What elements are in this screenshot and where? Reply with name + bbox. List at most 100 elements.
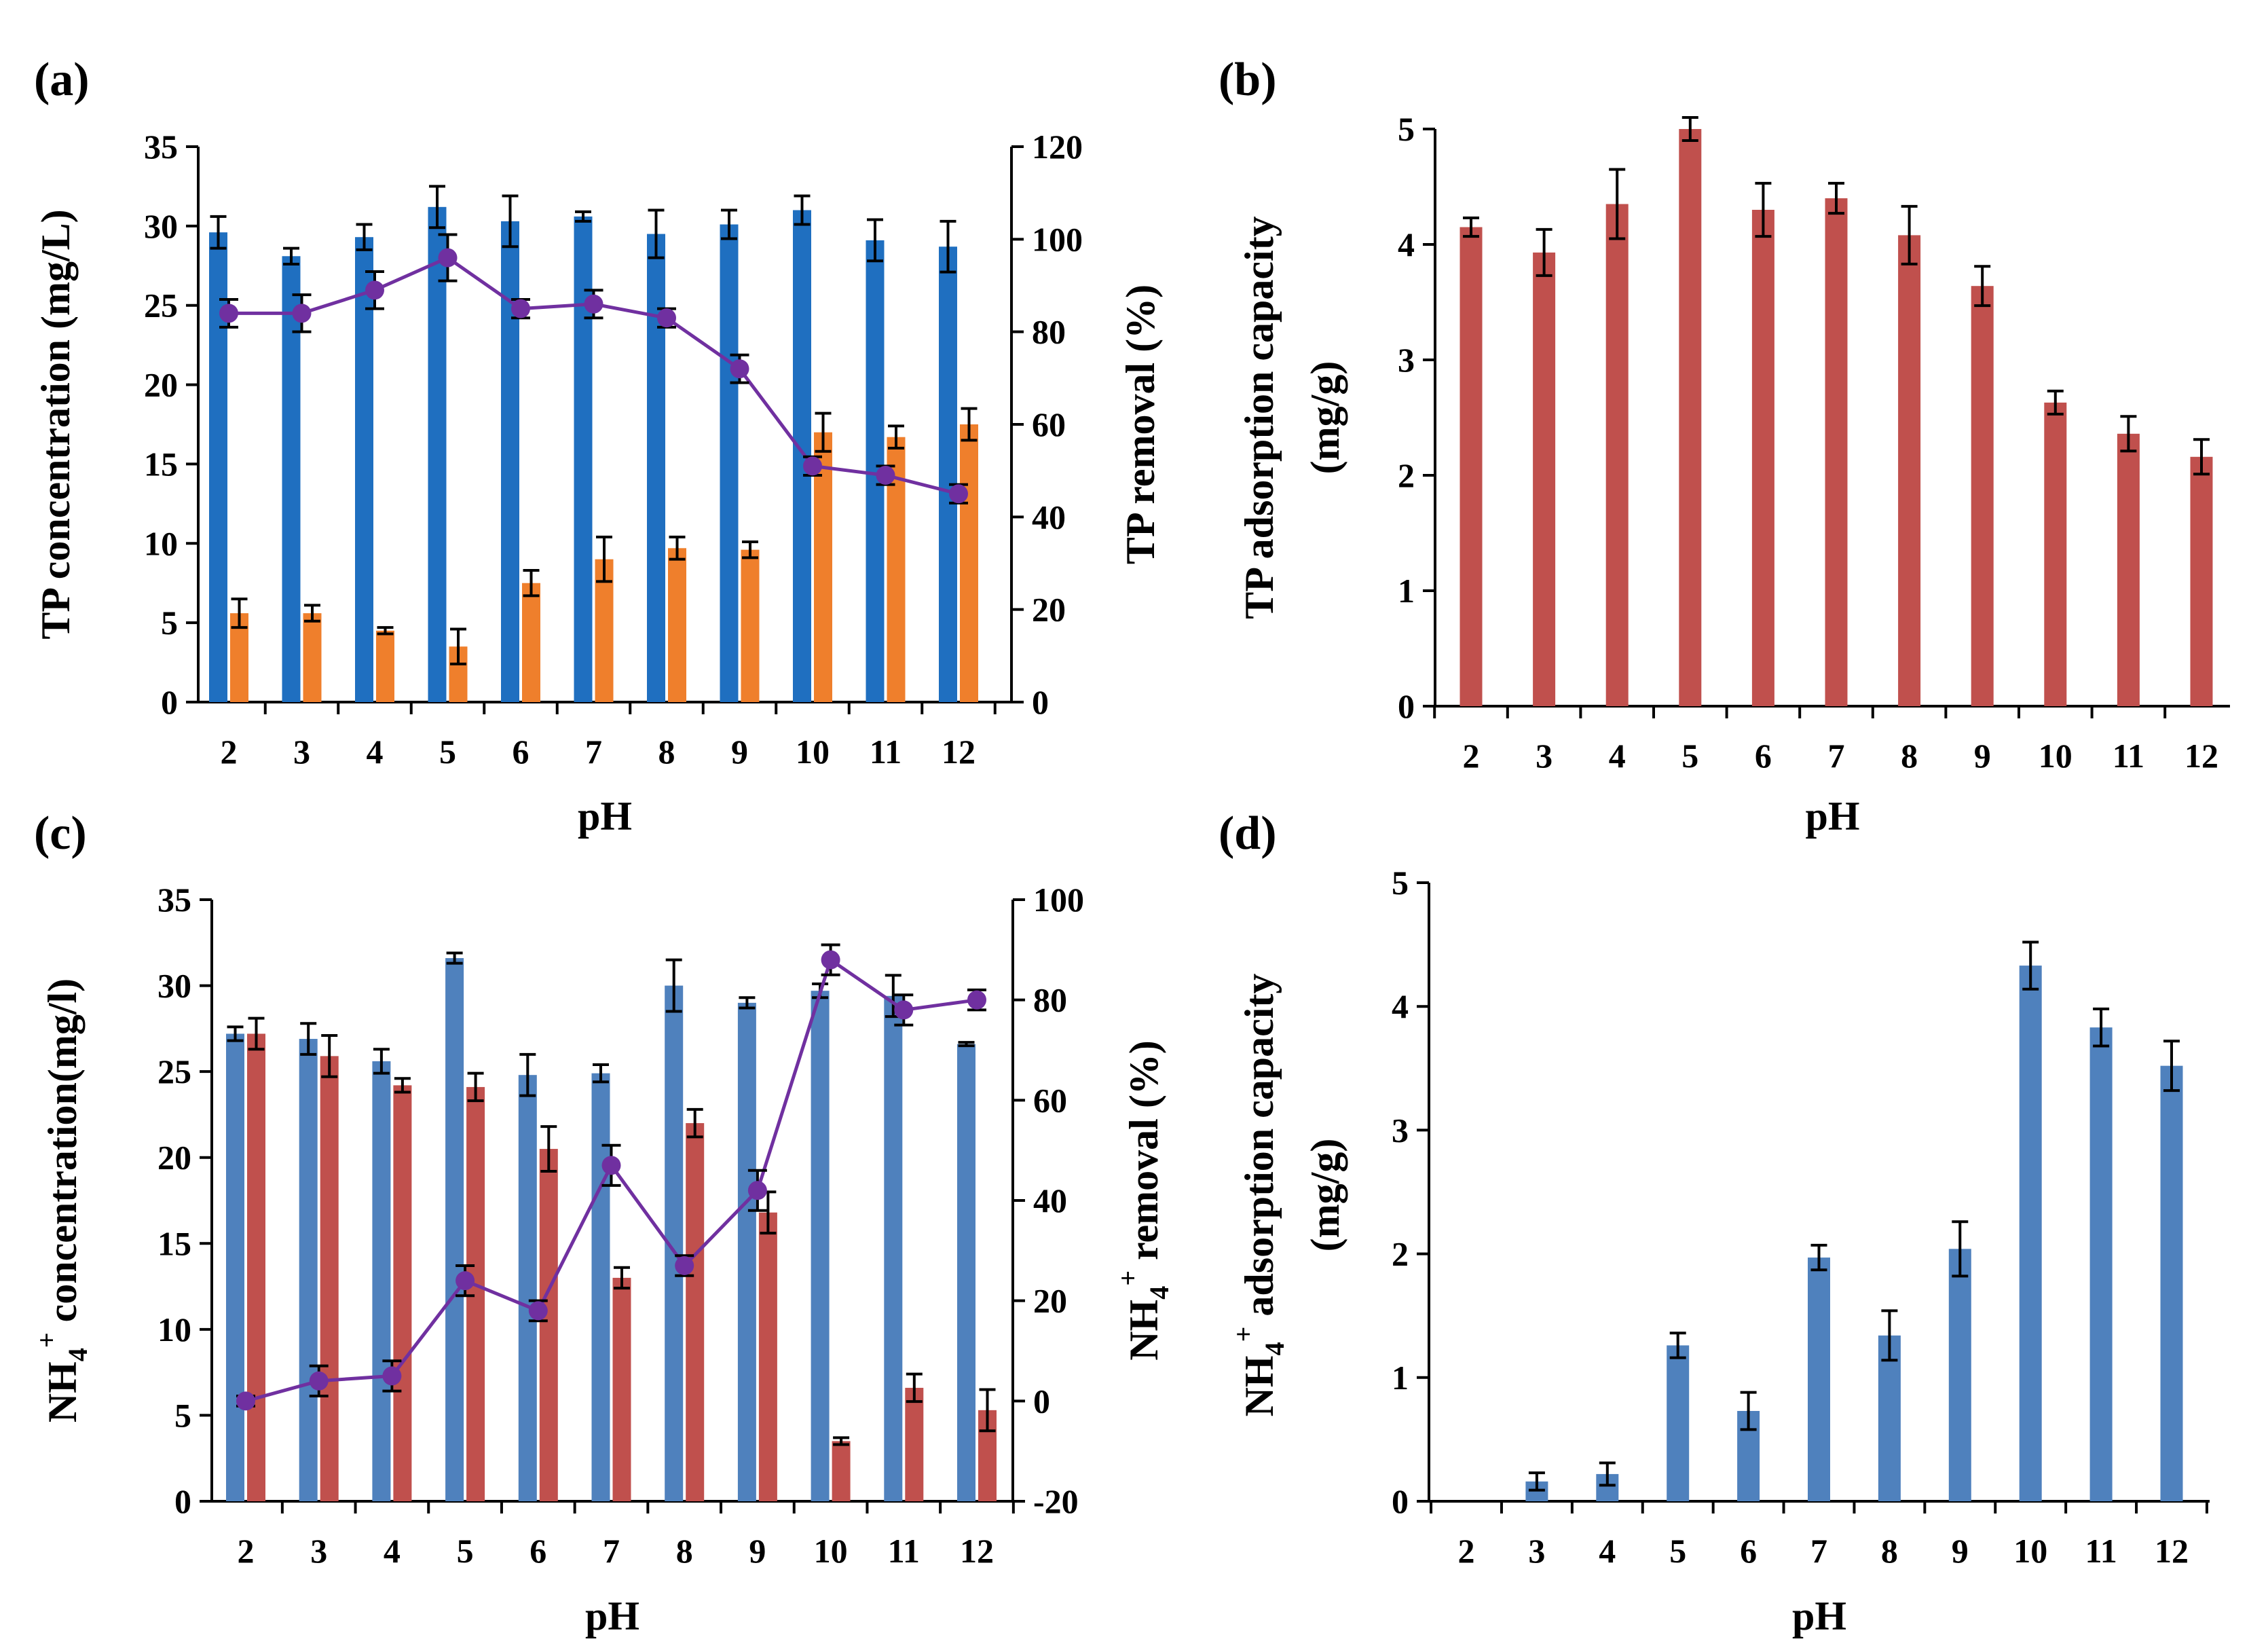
- y-axis-title-right-sub: 4: [1144, 1286, 1174, 1300]
- y-axis-title-right-sup: +: [1113, 1270, 1143, 1286]
- y-tick-label: 0: [161, 683, 178, 721]
- x-tick-label: 8: [1901, 737, 1918, 775]
- y-axis-title-sub: 4: [1259, 1342, 1290, 1355]
- y-tick-label-right: 60: [1032, 405, 1066, 443]
- data-point: [511, 299, 530, 318]
- x-tick-label: 7: [585, 733, 602, 771]
- y-tick-label: 5: [1398, 110, 1415, 148]
- y-tick-label: 0: [1398, 687, 1415, 725]
- bar: [1948, 1249, 1971, 1501]
- x-tick-label: 3: [1536, 737, 1553, 775]
- x-axis-title: pH: [578, 794, 632, 839]
- x-tick-label: 9: [749, 1532, 766, 1570]
- data-point: [438, 248, 458, 268]
- bar: [303, 613, 322, 702]
- panel-label: (c): [34, 807, 87, 860]
- x-axis-title: pH: [585, 1594, 639, 1638]
- data-point: [967, 990, 986, 1010]
- y-tick-label: 0: [1392, 1482, 1409, 1520]
- y-tick-label: 30: [144, 207, 178, 245]
- bar: [2044, 402, 2067, 706]
- x-axis-title: pH: [1805, 794, 1859, 839]
- y-tick-label-right: 60: [1033, 1081, 1067, 1119]
- y-axis-title-right: TP removal (%): [1118, 284, 1163, 564]
- data-point: [219, 304, 238, 323]
- bar: [393, 1085, 412, 1501]
- y-axis-title: TP adsorption capacity: [1237, 216, 1282, 619]
- bar: [2190, 456, 2213, 706]
- y-tick-label: 4: [1398, 225, 1415, 263]
- y-tick-label: 25: [144, 287, 178, 325]
- bar: [939, 246, 957, 702]
- y-tick-label: 5: [1392, 864, 1409, 902]
- x-tick-label: 4: [384, 1532, 401, 1570]
- bar: [320, 1056, 339, 1501]
- bar: [376, 630, 394, 702]
- y-tick-label: 5: [174, 1396, 191, 1434]
- panel-label: (d): [1219, 807, 1277, 860]
- panel-c: (c) 0 5 10 15 20 25 30 35 -20 0 20 40 60 80 100 2 3 4 5 6 7 8 9…: [31, 807, 1174, 1638]
- x-tick-label: 12: [960, 1532, 994, 1570]
- y-tick-label: 1: [1392, 1359, 1409, 1397]
- x-tick-label: 6: [1740, 1532, 1757, 1570]
- bar: [2089, 1027, 2113, 1501]
- data-point: [292, 304, 312, 323]
- bar: [905, 1387, 924, 1501]
- x-tick-label: 4: [1599, 1532, 1616, 1570]
- bar: [2019, 966, 2042, 1501]
- x-tick-label: 10: [2039, 737, 2072, 775]
- x-tick-label: 2: [1458, 1532, 1475, 1570]
- bar: [1751, 210, 1774, 706]
- y-tick-label-right: 20: [1033, 1282, 1067, 1320]
- y-axis-title: TP concentration (mg/L): [33, 209, 78, 639]
- y-tick-label: 20: [144, 366, 178, 404]
- bar: [960, 424, 978, 702]
- x-tick-label: 5: [457, 1532, 474, 1570]
- bar: [2117, 433, 2140, 706]
- y-axis-title-right-rest: removal (%): [1121, 1040, 1166, 1270]
- y-axis-title-sub: 4: [62, 1348, 93, 1361]
- bar: [299, 1039, 318, 1501]
- panel-label: (a): [34, 54, 90, 106]
- y-axis-title-rest: adsorption capacity: [1237, 974, 1282, 1327]
- bar: [1878, 1335, 1901, 1501]
- x-tick-label: 4: [367, 733, 384, 771]
- x-tick-label: 7: [1828, 737, 1845, 775]
- bar: [668, 548, 686, 702]
- y-axis-title-right-text: NH: [1121, 1300, 1166, 1361]
- bar: [501, 221, 519, 702]
- data-point: [949, 484, 968, 504]
- bar: [741, 549, 760, 702]
- y-axis-title-sup: +: [31, 1332, 62, 1348]
- y-axis-title-text: NH: [1237, 1355, 1282, 1416]
- y-tick-label: 35: [144, 128, 178, 166]
- x-tick-label: 5: [1681, 737, 1698, 775]
- y-axis-title-units: (mg/g): [1303, 361, 1347, 475]
- data-point: [821, 950, 840, 970]
- y-tick-label-right: 40: [1033, 1181, 1067, 1219]
- y-axis-title: NH4+ adsorption capacity: [1228, 974, 1290, 1417]
- data-point: [803, 456, 822, 476]
- x-tick-label: 6: [513, 733, 529, 771]
- data-point: [382, 1366, 402, 1386]
- x-tick-label: 3: [1528, 1532, 1545, 1570]
- y-tick-label: 3: [1392, 1111, 1409, 1149]
- bar: [737, 1002, 756, 1501]
- x-tick-label: 7: [603, 1532, 620, 1570]
- x-tick-label: 10: [814, 1532, 848, 1570]
- y-tick-label-right: 80: [1032, 313, 1066, 351]
- bar: [686, 1123, 705, 1501]
- x-tick-label: 5: [439, 733, 456, 771]
- x-tick-label: 12: [2155, 1532, 2189, 1570]
- bar: [1679, 129, 1702, 706]
- bar: [1971, 286, 1994, 706]
- x-tick-label: 6: [529, 1532, 546, 1570]
- bar: [372, 1061, 391, 1501]
- x-tick-label: 10: [796, 733, 830, 771]
- y-tick-label: 2: [1392, 1235, 1409, 1273]
- bar: [595, 559, 614, 702]
- y-tick-label: 10: [157, 1310, 191, 1348]
- y-tick-label: 5: [161, 604, 178, 642]
- data-point: [657, 308, 676, 328]
- data-point: [365, 280, 384, 300]
